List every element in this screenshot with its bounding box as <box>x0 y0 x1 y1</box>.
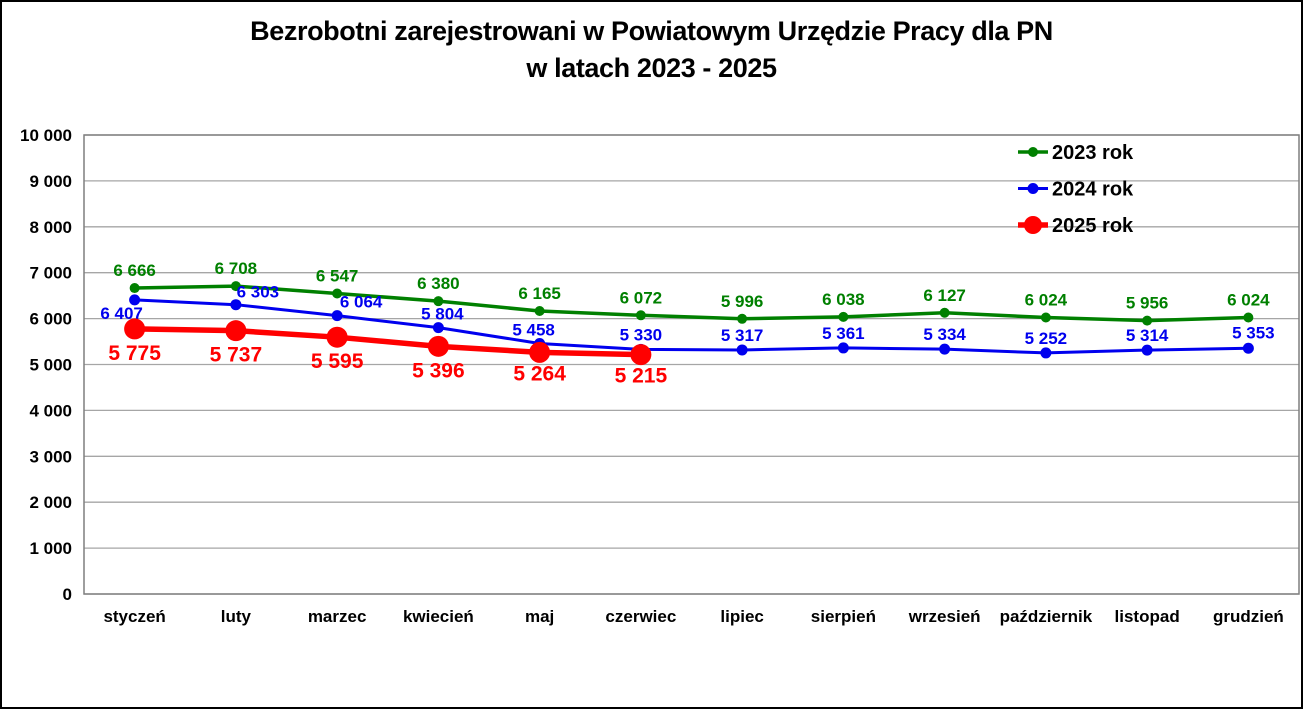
data-point-2025-rok-maj <box>529 341 551 363</box>
legend-marker-2024-rok <box>1027 183 1039 194</box>
data-label-2023-rok-styczeń: 6 666 <box>113 261 156 280</box>
data-label-2024-rok-maj: 5 458 <box>512 320 555 339</box>
data-point-2023-rok-maj <box>534 306 545 317</box>
data-label-2023-rok-marzec: 6 547 <box>316 266 359 285</box>
data-label-2023-rok-czerwiec: 6 072 <box>620 288 663 307</box>
data-point-2025-rok-luty <box>225 320 247 342</box>
legend-item-2023-rok: 2023 rok <box>1018 142 1134 164</box>
data-point-2023-rok-lipiec <box>737 313 748 324</box>
series-line-2024-rok <box>133 298 1250 355</box>
x-axis-label-11: listopad <box>1115 607 1180 626</box>
x-axis-label-6: czerwiec <box>605 607 676 626</box>
data-point-2024-rok-marzec <box>331 310 343 322</box>
data-label-2025-rok-marzec: 5 595 <box>311 350 364 373</box>
data-label-2023-rok-wrzesień: 6 127 <box>923 286 966 305</box>
chart-title: Bezrobotni zarejestrowani w Powiatowym U… <box>2 13 1301 87</box>
data-label-2023-rok-sierpień: 6 038 <box>822 290 865 309</box>
legend-item-2025-rok: 2025 rok <box>1018 215 1134 237</box>
legend-marker-2025-rok <box>1024 216 1042 234</box>
series-line-2025-rok <box>131 326 644 358</box>
x-axis-label-8: sierpień <box>811 607 876 626</box>
legend-label-2023-rok: 2023 rok <box>1052 142 1134 164</box>
x-axis-label-10: październik <box>1000 607 1093 626</box>
x-axis-label-3: marzec <box>308 607 367 626</box>
data-label-2024-rok-kwiecień: 5 804 <box>421 305 464 324</box>
data-point-2025-rok-kwiecień <box>427 335 449 357</box>
chart-title-line-2: w latach 2023 - 2025 <box>526 53 777 83</box>
legend-item-2024-rok: 2024 rok <box>1018 179 1134 201</box>
data-label-2024-rok-luty: 6 303 <box>237 283 280 302</box>
data-point-2023-rok-wrzesień <box>939 307 950 318</box>
data-point-2024-rok-styczeń <box>129 294 141 306</box>
y-axis-tick-label: 6 000 <box>29 310 72 329</box>
data-point-2023-rok-grudzień <box>1243 312 1254 323</box>
chart-title-line-1: Bezrobotni zarejestrowani w Powiatowym U… <box>250 16 1053 46</box>
y-axis-tick-label: 8 000 <box>29 218 72 237</box>
data-point-2023-rok-październik <box>1040 312 1051 323</box>
data-label-2023-rok-kwiecień: 6 380 <box>417 274 460 293</box>
data-label-2024-rok-lipiec: 5 317 <box>721 326 764 345</box>
data-point-2024-rok-listopad <box>1141 344 1153 356</box>
data-label-2025-rok-kwiecień: 5 396 <box>412 359 465 382</box>
data-label-2023-rok-maj: 6 165 <box>518 284 561 303</box>
legend-label-2024-rok: 2024 rok <box>1052 179 1134 201</box>
data-label-2024-rok-marzec: 6 064 <box>340 293 383 312</box>
x-axis-label-4: kwiecień <box>403 607 474 626</box>
plot-border <box>83 134 1300 595</box>
y-axis-tick-label: 10 000 <box>20 126 72 145</box>
y-axis-tick-label: 5 000 <box>29 356 72 375</box>
data-point-2025-rok-czerwiec <box>630 344 652 366</box>
data-label-2024-rok-styczeń: 6 407 <box>100 304 143 323</box>
data-point-2024-rok-październik <box>1040 347 1052 359</box>
data-point-2024-rok-kwiecień <box>432 322 444 334</box>
data-label-2025-rok-styczeń: 5 775 <box>108 342 161 365</box>
data-point-2024-rok-luty <box>230 299 242 311</box>
data-label-2024-rok-listopad: 5 314 <box>1126 326 1169 345</box>
y-axis-tick-label: 1 000 <box>29 539 72 558</box>
data-point-2023-rok-styczeń <box>129 283 140 294</box>
data-point-2024-rok-grudzień <box>1242 342 1254 354</box>
data-label-2024-rok-grudzień: 5 353 <box>1232 323 1275 342</box>
y-axis-tick-label: 9 000 <box>29 172 72 191</box>
x-axis-label-12: grudzień <box>1213 607 1284 626</box>
data-label-2023-rok-lipiec: 5 996 <box>721 292 764 311</box>
data-label-2025-rok-maj: 5 264 <box>513 362 566 385</box>
data-label-2024-rok-czerwiec: 5 330 <box>620 325 663 344</box>
y-axis-tick-label: 2 000 <box>29 493 72 512</box>
data-label-2025-rok-luty: 5 737 <box>210 344 263 367</box>
y-axis-tick-label: 4 000 <box>29 401 72 420</box>
data-label-2024-rok-sierpień: 5 361 <box>822 324 865 343</box>
legend-label-2025-rok: 2025 rok <box>1052 215 1134 237</box>
y-axis-tick-label: 0 <box>63 585 72 604</box>
data-point-2023-rok-luty <box>230 281 241 292</box>
data-label-2025-rok-czerwiec: 5 215 <box>615 365 668 388</box>
data-point-2025-rok-marzec <box>326 326 348 348</box>
data-point-2023-rok-kwiecień <box>433 296 444 307</box>
data-point-2025-rok-styczeń <box>124 318 146 340</box>
y-axis-tick-label: 7 000 <box>29 264 72 283</box>
data-label-2024-rok-wrzesień: 5 334 <box>923 325 966 344</box>
data-label-2023-rok-luty: 6 708 <box>215 259 258 278</box>
data-label-2024-rok-październik: 5 252 <box>1025 329 1068 348</box>
data-point-2024-rok-lipiec <box>736 344 748 356</box>
x-axis-label-2: luty <box>221 607 252 626</box>
x-axis-label-5: maj <box>525 607 554 626</box>
data-label-2023-rok-grudzień: 6 024 <box>1227 290 1270 309</box>
x-axis-label-1: styczeń <box>103 607 165 626</box>
x-axis-label-9: wrzesień <box>908 607 981 626</box>
legend-marker-2023-rok <box>1028 147 1038 157</box>
data-label-2023-rok-listopad: 5 956 <box>1126 294 1169 313</box>
data-point-2023-rok-listopad <box>1142 315 1153 326</box>
series-line-2023-rok <box>132 284 1251 323</box>
y-axis-tick-label: 3 000 <box>29 447 72 466</box>
data-point-2023-rok-marzec <box>332 288 343 299</box>
x-axis-label-7: lipiec <box>720 607 763 626</box>
data-label-2023-rok-październik: 6 024 <box>1025 290 1068 309</box>
data-point-2024-rok-sierpień <box>837 342 849 354</box>
data-point-2023-rok-czerwiec <box>635 310 646 321</box>
data-point-2024-rok-wrzesień <box>939 343 951 355</box>
data-point-2023-rok-sierpień <box>838 311 849 322</box>
